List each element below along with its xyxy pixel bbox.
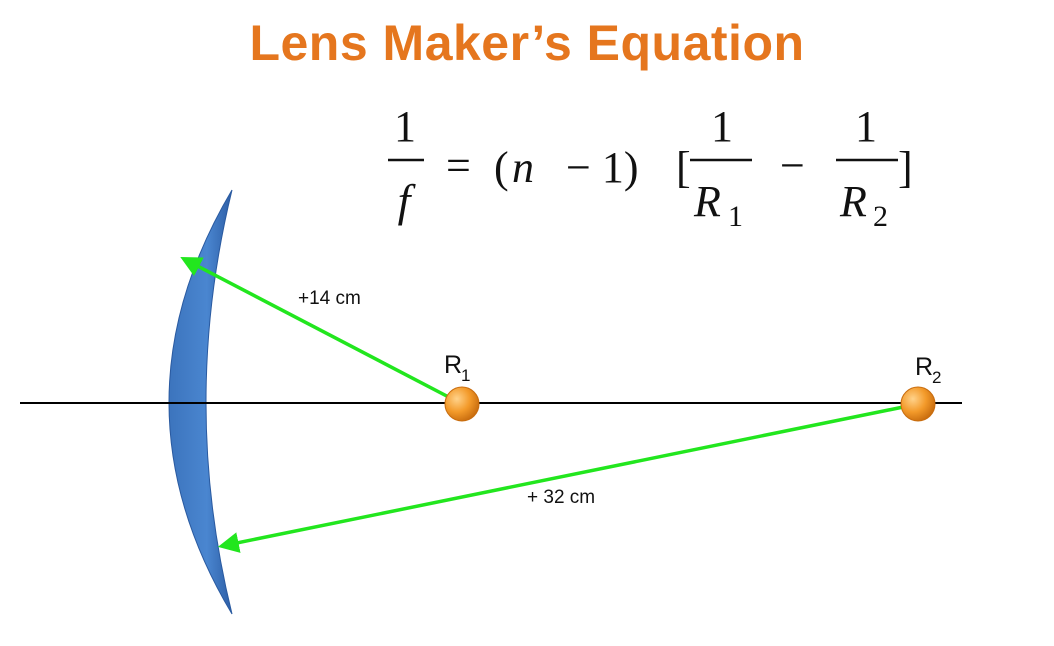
lhs-denominator: f — [398, 175, 417, 226]
r1-center-point — [444, 386, 480, 422]
term2-subscript: 2 — [873, 200, 888, 233]
close-bracket: ] — [898, 143, 913, 192]
equals-sign: = — [446, 141, 471, 190]
term1-subscript: 1 — [728, 200, 743, 233]
slide-title: Lens Maker’s Equation — [249, 15, 805, 71]
term2-numerator: 1 — [855, 102, 877, 151]
r2-label: R — [915, 353, 933, 381]
r1-label: R — [444, 351, 462, 379]
open-paren: ( — [494, 143, 509, 192]
minus-sign: − — [780, 141, 805, 190]
r2-center-point — [900, 386, 936, 422]
open-bracket: [ — [676, 143, 691, 192]
radius2-arrow — [217, 402, 919, 553]
r2-label-subscript: 2 — [932, 368, 941, 387]
radius1-arrow — [180, 257, 463, 406]
r1-label-subscript: 1 — [461, 366, 470, 385]
lhs-numerator: 1 — [394, 102, 416, 151]
term2-symbol: R — [839, 177, 867, 226]
term1-symbol: R — [693, 177, 721, 226]
minus-one: − 1) — [566, 143, 638, 192]
radius2-label: + 32 cm — [527, 487, 595, 508]
n-symbol: n — [512, 143, 534, 192]
equation: 1 f = ( n − 1) [ 1 R 1 − 1 R 2 ] — [388, 102, 913, 233]
radius1-label: +14 cm — [298, 288, 361, 309]
term1-numerator: 1 — [711, 102, 733, 151]
